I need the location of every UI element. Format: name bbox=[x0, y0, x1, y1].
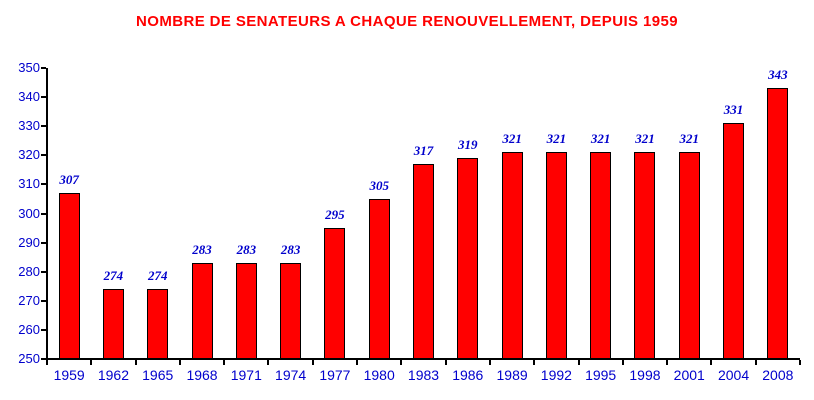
x-axis-tick bbox=[799, 360, 801, 365]
y-axis-label: 340 bbox=[18, 89, 40, 105]
x-axis-label: 1989 bbox=[496, 367, 528, 383]
x-axis-tick bbox=[267, 360, 270, 365]
y-axis-tick bbox=[41, 241, 46, 244]
x-axis-label: 1965 bbox=[142, 367, 174, 383]
x-axis-tick bbox=[223, 360, 226, 365]
x-axis-label: 1968 bbox=[186, 367, 218, 383]
bar-value-label: 321 bbox=[546, 131, 567, 147]
y-axis-label: 350 bbox=[18, 60, 40, 75]
x-axis-tick bbox=[488, 360, 491, 365]
x-axis-tick bbox=[356, 360, 359, 365]
bar-value-label: 307 bbox=[59, 172, 79, 188]
x-axis-label: 1977 bbox=[319, 367, 351, 383]
bar-value-label: 305 bbox=[369, 177, 389, 193]
x-axis-label: 1992 bbox=[540, 367, 572, 383]
x-axis-tick bbox=[577, 360, 580, 365]
x-axis-label: 1962 bbox=[97, 367, 129, 383]
bar bbox=[368, 198, 390, 359]
y-axis-tick bbox=[41, 328, 46, 331]
x-axis-label: 1974 bbox=[275, 367, 307, 383]
bar bbox=[280, 262, 302, 359]
x-axis-line bbox=[42, 358, 800, 360]
x-axis-tick bbox=[533, 360, 536, 365]
x-axis-label: 2001 bbox=[673, 367, 705, 383]
y-axis-tick bbox=[41, 299, 46, 302]
bar bbox=[102, 289, 124, 359]
x-axis-tick bbox=[444, 360, 447, 365]
bar bbox=[590, 152, 612, 359]
y-axis-label: 320 bbox=[18, 147, 40, 163]
x-axis-tick bbox=[46, 360, 48, 365]
bar bbox=[634, 152, 656, 359]
bar bbox=[678, 152, 700, 359]
x-axis-label: 1959 bbox=[53, 367, 85, 383]
bar-value-label: 321 bbox=[502, 131, 522, 147]
x-axis-tick bbox=[754, 360, 757, 365]
y-axis-label: 300 bbox=[18, 205, 40, 221]
x-axis-label: 1971 bbox=[230, 367, 262, 383]
y-axis-label: 260 bbox=[18, 321, 40, 337]
y-axis-tick bbox=[41, 183, 46, 186]
y-axis-tick bbox=[41, 125, 46, 128]
y-axis-label: 310 bbox=[18, 176, 40, 192]
bar-value-label: 295 bbox=[325, 207, 345, 223]
bar-value-label: 283 bbox=[236, 241, 257, 257]
y-axis-tick bbox=[41, 212, 46, 215]
bar bbox=[413, 164, 434, 359]
y-axis-label: 280 bbox=[18, 263, 40, 279]
bar-value-label: 283 bbox=[280, 241, 301, 257]
x-axis-label: 2008 bbox=[762, 367, 794, 383]
x-axis-tick bbox=[710, 360, 713, 365]
x-axis-label: 1995 bbox=[585, 367, 617, 383]
x-axis-tick bbox=[621, 360, 624, 365]
y-axis-tick bbox=[41, 154, 46, 157]
bar bbox=[723, 123, 745, 359]
bar-value-label: 321 bbox=[590, 131, 611, 147]
bar-value-label: 283 bbox=[192, 241, 212, 257]
y-axis-tick bbox=[41, 270, 46, 273]
bar-value-label: 274 bbox=[147, 268, 168, 284]
y-axis-tick bbox=[41, 96, 46, 99]
bar-value-label: 331 bbox=[723, 102, 744, 118]
bar bbox=[324, 228, 346, 359]
x-axis-tick bbox=[400, 360, 403, 365]
bar bbox=[191, 262, 213, 359]
bar-value-label: 321 bbox=[679, 131, 700, 147]
bar-value-label: 343 bbox=[768, 67, 788, 83]
bar-value-label: 321 bbox=[635, 131, 655, 147]
y-axis-label: 270 bbox=[18, 292, 40, 308]
y-axis-label: 250 bbox=[18, 351, 40, 366]
bar bbox=[147, 289, 169, 359]
bar bbox=[457, 158, 479, 359]
bar bbox=[501, 152, 523, 359]
y-axis-label: 290 bbox=[18, 234, 40, 250]
x-axis-label: 2004 bbox=[717, 367, 750, 383]
x-axis-tick bbox=[666, 360, 669, 365]
bar bbox=[767, 88, 789, 359]
bar-value-label: 274 bbox=[103, 268, 124, 284]
x-axis-label: 1983 bbox=[407, 367, 440, 383]
x-axis-tick bbox=[134, 360, 137, 365]
bar bbox=[545, 152, 567, 359]
x-axis-tick bbox=[311, 360, 314, 365]
y-axis-tick bbox=[41, 67, 46, 69]
x-axis-tick bbox=[178, 360, 181, 365]
x-axis-label: 1998 bbox=[629, 367, 661, 383]
y-axis-label: 330 bbox=[18, 118, 40, 134]
x-axis-label: 1986 bbox=[452, 367, 484, 383]
y-axis-line bbox=[46, 68, 48, 359]
chart-title: NOMBRE DE SENATEURS A CHAQUE RENOUVELLEM… bbox=[136, 13, 678, 30]
bar bbox=[235, 262, 257, 359]
x-axis-tick bbox=[90, 360, 93, 365]
bar-value-label: 317 bbox=[413, 143, 434, 159]
x-axis-label: 1980 bbox=[363, 367, 395, 383]
y-axis-tick bbox=[41, 358, 46, 360]
bar bbox=[58, 193, 80, 359]
bar-value-label: 319 bbox=[458, 137, 478, 153]
